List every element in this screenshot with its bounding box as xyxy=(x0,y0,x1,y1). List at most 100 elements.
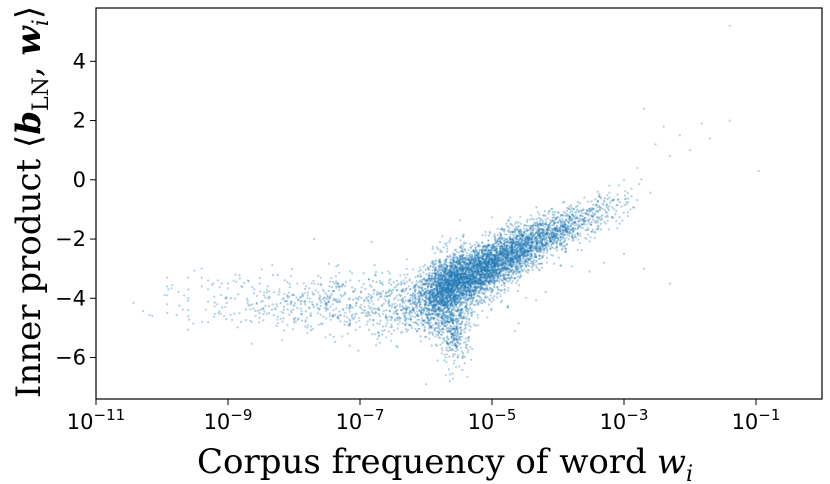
cluster-point xyxy=(473,264,476,267)
cluster-point xyxy=(469,273,472,276)
cluster-point xyxy=(420,279,423,282)
cluster-point xyxy=(434,260,437,263)
cluster-point xyxy=(538,213,541,216)
cluster-point xyxy=(467,292,470,295)
cluster-point xyxy=(483,266,486,269)
cluster-point xyxy=(481,268,484,271)
cluster-point xyxy=(488,248,491,251)
cluster-point xyxy=(627,215,630,218)
cluster-point xyxy=(483,249,486,252)
cluster-point xyxy=(531,241,534,244)
cluster-point xyxy=(486,249,490,252)
cluster-point xyxy=(558,230,561,233)
cluster-point xyxy=(503,291,506,294)
cluster-point xyxy=(500,236,503,239)
cluster-point xyxy=(456,277,459,280)
cluster-point xyxy=(523,251,527,255)
cluster-point xyxy=(502,254,505,257)
cluster-point xyxy=(458,259,461,263)
cluster-point xyxy=(538,220,541,223)
cluster-point xyxy=(496,264,500,268)
cluster-point xyxy=(469,242,472,245)
cluster-point xyxy=(608,201,612,204)
cluster-point xyxy=(499,250,502,253)
cluster-point xyxy=(382,310,385,313)
cluster-point xyxy=(404,299,407,302)
cluster-point xyxy=(490,253,493,256)
cluster-point xyxy=(468,282,471,285)
cluster-point xyxy=(469,259,472,263)
cluster-point xyxy=(463,258,466,261)
cluster-point xyxy=(417,292,420,295)
cluster-point xyxy=(374,333,377,336)
cluster-point xyxy=(540,224,543,227)
cluster-point xyxy=(457,270,460,273)
cluster-point xyxy=(486,253,489,256)
cluster-point xyxy=(479,264,482,267)
cluster-point xyxy=(477,264,480,267)
cluster-point xyxy=(480,250,483,253)
cluster-point xyxy=(596,206,600,209)
cluster-point xyxy=(508,241,511,245)
cluster-point xyxy=(357,349,360,352)
cluster-point xyxy=(493,286,496,289)
cluster-point xyxy=(484,244,487,247)
cluster-point xyxy=(515,268,518,271)
cluster-point xyxy=(489,263,492,266)
cluster-point xyxy=(579,226,583,229)
cluster-point xyxy=(492,249,495,252)
cluster-point xyxy=(517,254,520,257)
cluster-point xyxy=(475,241,478,244)
cluster-point xyxy=(471,280,474,283)
cluster-point xyxy=(468,278,471,281)
cluster-point xyxy=(518,257,521,260)
cluster-point xyxy=(568,207,571,210)
cluster-point xyxy=(505,254,508,257)
cluster-point xyxy=(458,283,461,286)
cluster-point xyxy=(569,232,572,235)
cluster-point xyxy=(525,261,529,264)
cluster-point xyxy=(518,270,522,273)
cluster-point xyxy=(608,196,611,199)
cluster-point xyxy=(596,210,599,213)
cluster-point xyxy=(566,233,569,236)
cluster-point xyxy=(473,260,476,263)
cluster-point xyxy=(403,316,406,319)
cluster-point xyxy=(406,328,410,331)
cluster-point xyxy=(500,233,503,236)
cluster-point xyxy=(559,235,562,238)
cluster-point xyxy=(481,257,484,260)
cluster-point xyxy=(523,252,526,255)
cluster-point xyxy=(535,230,538,233)
cluster-point xyxy=(463,261,466,264)
cluster-point xyxy=(444,303,447,306)
cluster-point xyxy=(489,253,492,256)
cluster-point xyxy=(497,242,500,245)
cluster-point xyxy=(476,295,479,298)
cluster-point xyxy=(467,263,470,266)
cluster-point xyxy=(418,304,421,307)
cluster-point xyxy=(461,250,464,253)
cluster-point xyxy=(405,330,408,333)
cluster-point xyxy=(514,226,518,229)
cluster-point xyxy=(492,276,495,279)
cluster-point xyxy=(452,285,455,288)
cluster-point xyxy=(521,254,524,257)
cluster-point xyxy=(517,255,521,258)
cluster-point xyxy=(587,200,590,203)
cluster-point xyxy=(483,287,486,290)
cluster-point xyxy=(498,279,501,282)
cluster-point xyxy=(610,199,613,202)
cluster-point xyxy=(502,280,505,283)
cluster-point xyxy=(510,223,513,226)
cluster-point xyxy=(445,274,448,277)
cluster-point xyxy=(533,258,536,261)
cluster-point xyxy=(505,251,508,254)
cluster-point xyxy=(453,277,456,280)
cluster-point xyxy=(515,241,518,244)
cluster-point xyxy=(457,276,460,279)
cluster-point xyxy=(503,278,506,281)
cluster-point xyxy=(478,273,481,276)
cluster-point xyxy=(541,245,544,248)
cluster-point xyxy=(484,263,488,266)
